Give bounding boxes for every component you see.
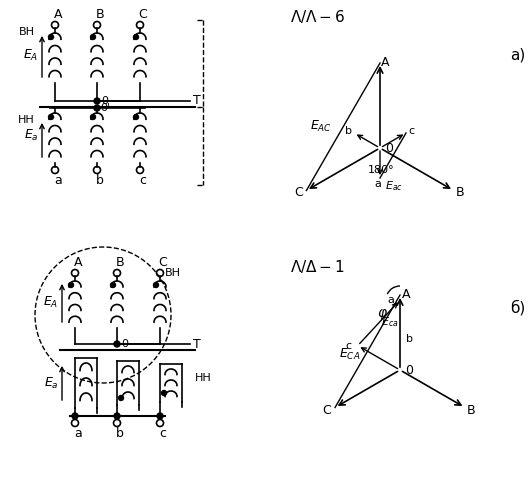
- Text: $E_A$: $E_A$: [43, 294, 59, 310]
- Circle shape: [134, 115, 138, 120]
- Text: $\varphi$: $\varphi$: [377, 307, 387, 323]
- Text: $\Lambda/\Lambda-6$: $\Lambda/\Lambda-6$: [290, 8, 345, 25]
- Text: $E_A$: $E_A$: [23, 47, 39, 63]
- Circle shape: [157, 413, 163, 419]
- Text: b: b: [406, 333, 413, 343]
- Text: b: b: [345, 126, 352, 136]
- Text: C: C: [139, 8, 147, 22]
- Text: б): б): [510, 300, 526, 316]
- Circle shape: [111, 283, 115, 288]
- Text: c: c: [346, 341, 352, 351]
- Text: 0: 0: [101, 96, 108, 106]
- Text: C: C: [294, 186, 303, 199]
- Text: BH: BH: [165, 268, 181, 278]
- Text: 0: 0: [121, 339, 128, 349]
- Circle shape: [90, 115, 96, 120]
- Text: $\Lambda/\Delta-1$: $\Lambda/\Delta-1$: [290, 258, 345, 275]
- Text: 0': 0': [100, 103, 110, 113]
- Text: a: a: [74, 426, 82, 440]
- Text: b: b: [116, 426, 124, 440]
- Circle shape: [94, 105, 100, 111]
- Text: B: B: [455, 186, 464, 199]
- Text: HH: HH: [195, 373, 212, 383]
- Text: A: A: [74, 256, 82, 270]
- Text: B: B: [96, 8, 104, 22]
- Text: a: a: [54, 173, 62, 187]
- Text: c: c: [408, 126, 414, 136]
- Text: 180°: 180°: [368, 165, 395, 175]
- Text: C: C: [159, 256, 168, 270]
- Text: $E_{AC}$: $E_{AC}$: [310, 119, 332, 134]
- Circle shape: [69, 283, 73, 288]
- Circle shape: [154, 283, 159, 288]
- Text: A: A: [54, 8, 62, 22]
- Circle shape: [90, 35, 96, 40]
- Text: $E_a$: $E_a$: [44, 375, 59, 391]
- Text: $E_{ca}$: $E_{ca}$: [381, 315, 398, 329]
- Text: BH: BH: [19, 27, 35, 37]
- Text: $E_{CA}$: $E_{CA}$: [339, 347, 360, 362]
- Circle shape: [48, 35, 54, 40]
- Text: c: c: [160, 426, 167, 440]
- Text: 0: 0: [405, 364, 413, 376]
- Text: b: b: [96, 173, 104, 187]
- Text: T: T: [193, 337, 201, 351]
- Text: T: T: [193, 94, 201, 108]
- Text: B: B: [115, 256, 124, 270]
- Text: $E_{ac}$: $E_{ac}$: [385, 179, 403, 193]
- Circle shape: [119, 396, 123, 401]
- Circle shape: [48, 115, 54, 120]
- Text: HH: HH: [18, 115, 35, 125]
- Text: A: A: [402, 288, 410, 301]
- Text: 0: 0: [385, 141, 393, 155]
- Text: c: c: [139, 173, 146, 187]
- Circle shape: [134, 35, 138, 40]
- Circle shape: [72, 413, 78, 419]
- Text: B: B: [467, 404, 475, 417]
- Circle shape: [162, 390, 167, 396]
- Text: a: a: [387, 295, 394, 305]
- Text: а): а): [510, 47, 526, 63]
- Text: a: a: [375, 179, 381, 189]
- Text: A: A: [381, 56, 389, 70]
- Text: $E_a$: $E_a$: [23, 127, 38, 143]
- Circle shape: [114, 341, 120, 347]
- Circle shape: [114, 413, 120, 419]
- Circle shape: [94, 98, 100, 104]
- Text: C: C: [323, 404, 331, 417]
